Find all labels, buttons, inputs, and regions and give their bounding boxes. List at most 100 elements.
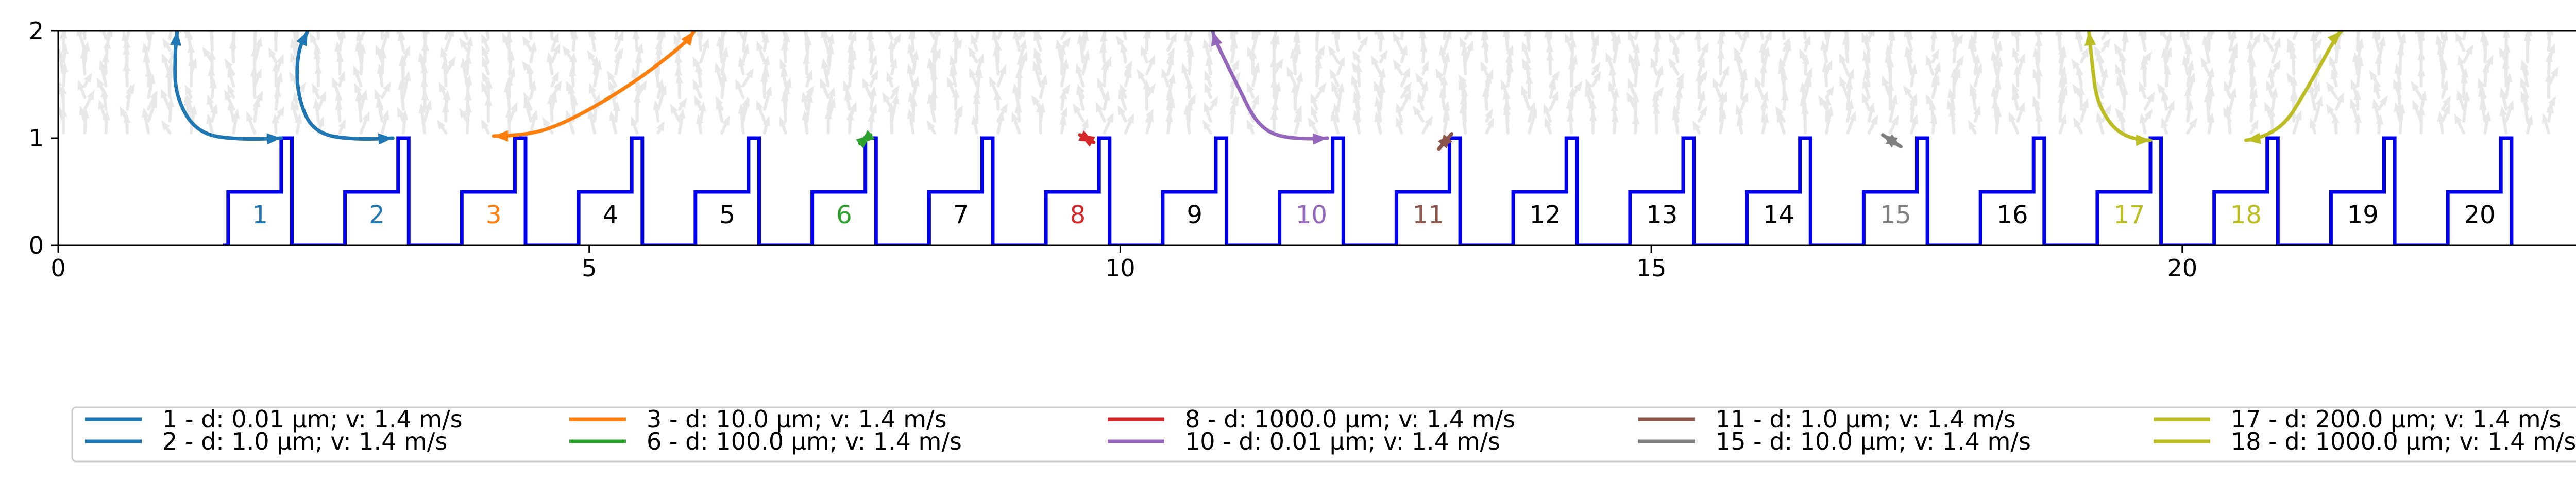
field-arrow-head <box>2294 110 2302 121</box>
field-arrow-head <box>551 71 559 82</box>
field-arrow <box>570 31 575 40</box>
field-arrow-head <box>969 67 977 78</box>
field-arrow-head <box>481 119 489 129</box>
field-arrow-head <box>1337 56 1345 67</box>
field-arrow-head <box>1204 82 1212 93</box>
field-arrow-head <box>482 45 489 56</box>
field-arrow-head <box>2093 45 2102 56</box>
field-arrow-head <box>2115 107 2124 118</box>
field-arrow-head <box>276 106 285 117</box>
field-arrow-head <box>76 31 84 37</box>
field-arrow-head <box>1970 83 1977 94</box>
field-arrow-head <box>762 115 770 126</box>
field-arrow-head <box>999 103 1008 114</box>
field-arrow <box>209 31 214 40</box>
field-arrow-head <box>482 71 490 82</box>
field-arrow <box>1443 31 1447 40</box>
field-arrow-head <box>150 90 158 101</box>
series-start-head <box>1078 130 1094 143</box>
field-arrow-head <box>2441 79 2449 91</box>
field-arrow-head <box>510 102 518 112</box>
field-arrow-head <box>2102 31 2110 35</box>
field-arrow <box>359 31 366 40</box>
field-arrow-head <box>659 85 667 95</box>
cell-label: 12 <box>1529 201 1561 229</box>
field-arrow-head <box>58 81 62 87</box>
legend-label: 10 - d: 0.01 µm; v: 1.4 m/s <box>1185 427 1500 455</box>
field-arrow-head <box>1846 68 1854 79</box>
field-arrow <box>1590 31 1595 40</box>
field-arrow-head <box>1203 102 1211 112</box>
series-start-head <box>1886 134 1901 147</box>
series-start-head <box>860 130 875 144</box>
structure-step <box>2209 136 2331 245</box>
field-arrow <box>1230 31 1233 40</box>
field-arrow-head <box>933 48 941 59</box>
field-arrow-head <box>1033 47 1042 58</box>
field-arrow <box>101 31 108 40</box>
field-arrow-head <box>1395 103 1403 113</box>
field-arrow-head <box>1137 69 1145 80</box>
field-arrow-head <box>756 40 764 52</box>
field-arrow <box>145 31 150 40</box>
field-arrow-head <box>670 104 679 114</box>
field-arrow-head <box>1106 112 1114 123</box>
field-arrow-head <box>1628 78 1635 89</box>
field-arrow-head <box>2315 96 2323 107</box>
legend-label: 15 - d: 10.0 µm; v: 1.4 m/s <box>1716 427 2031 455</box>
field-arrow-head <box>1863 69 1871 79</box>
field-arrow-head <box>1403 81 1412 92</box>
field-arrow-head <box>436 119 446 130</box>
series-arrow-head <box>2327 31 2342 45</box>
field-arrow-head <box>2521 59 2529 70</box>
structure-step <box>1274 136 1397 245</box>
field-arrow-head <box>1775 106 1784 117</box>
legend-label: 1 - d: 0.01 µm; v: 1.4 m/s <box>162 405 463 433</box>
field-arrow-head <box>1161 68 1169 79</box>
field-arrow-head <box>2032 96 2040 107</box>
field-arrow-head <box>1970 34 1977 45</box>
field-arrow-head <box>2393 78 2400 90</box>
structure-step <box>1741 136 1864 245</box>
cell-label: 8 <box>1070 201 1086 229</box>
field-arrow-head <box>1444 31 1452 40</box>
field-arrow-head <box>1117 105 1126 115</box>
field-arrow-head <box>2379 95 2388 106</box>
field-arrow-head <box>317 116 325 127</box>
field-arrow <box>232 31 235 40</box>
field-arrow-head <box>2143 51 2153 62</box>
field-arrow-head <box>396 31 403 35</box>
field-arrow-head <box>849 31 857 42</box>
field-arrow-head <box>2161 117 2168 128</box>
field-arrow-head <box>756 100 764 111</box>
field-arrow-head <box>1104 56 1112 67</box>
field-arrow-head <box>1712 77 1720 88</box>
field-arrow-head <box>2313 38 2322 49</box>
field-arrow-head <box>630 115 638 127</box>
field-arrow-head <box>1295 71 1303 82</box>
field-arrow <box>2504 31 2508 40</box>
field-arrow-head <box>119 106 128 117</box>
field-arrow <box>1251 31 1256 40</box>
field-arrow-head <box>2336 92 2344 103</box>
field-arrow-head <box>1075 63 1083 74</box>
field-arrow-head <box>2081 47 2090 58</box>
field-arrow-head <box>1755 76 1762 88</box>
field-arrow-head <box>1782 37 1790 48</box>
field-arrow <box>634 31 639 40</box>
field-arrow-head <box>566 80 574 91</box>
field-arrow-head <box>1699 106 1708 117</box>
field-arrow-head <box>447 56 456 67</box>
field-arrow-head <box>1735 104 1743 115</box>
field-arrow-head <box>332 77 340 88</box>
field-arrow <box>2419 31 2425 40</box>
field-arrow-head <box>1650 57 1658 68</box>
field-arrow <box>1166 31 1170 40</box>
field-arrow-head <box>2189 118 2198 128</box>
field-arrow <box>1103 31 1107 40</box>
field-arrow <box>656 31 663 40</box>
field-arrow-head <box>693 79 701 90</box>
x-tick-label: 5 <box>582 254 597 282</box>
field-arrow-head <box>1458 74 1467 85</box>
field-arrow-head <box>2011 31 2019 37</box>
